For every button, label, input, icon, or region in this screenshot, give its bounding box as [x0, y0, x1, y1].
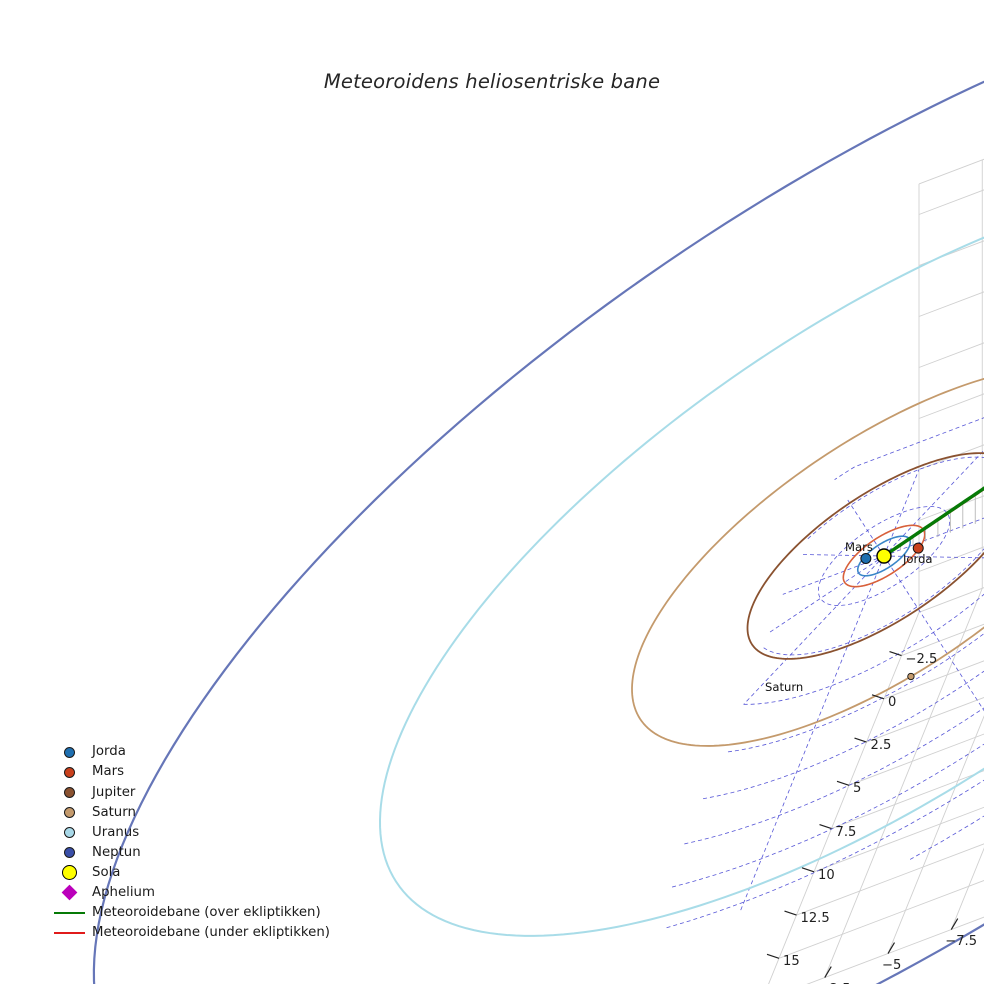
legend-item[interactable]: Sola — [46, 863, 330, 883]
legend-marker-key — [46, 826, 92, 838]
legend-item[interactable]: Jupiter — [46, 782, 330, 802]
y-tick-label: 10 — [818, 867, 835, 883]
legend-item[interactable]: Meteoroidebane (over ekliptikken) — [46, 903, 330, 923]
legend-dot-icon — [63, 826, 75, 838]
legend-dot-icon — [63, 746, 75, 758]
legend-item[interactable]: Jorda — [46, 742, 330, 762]
legend-dot-icon — [63, 786, 75, 798]
legend-line-swatch — [53, 911, 85, 914]
saturn-label: Saturn — [765, 680, 804, 694]
axis-gridlines — [768, 158, 984, 984]
ecliptic-polar-grid — [666, 417, 984, 929]
legend-item-label: Mars — [92, 764, 125, 780]
x-tick-label: −2.5 — [819, 982, 851, 984]
legend-item[interactable]: Aphelium — [46, 883, 330, 903]
y-tick-label: 12.5 — [800, 911, 830, 927]
legend-marker-key — [46, 865, 92, 881]
legend-line-key — [46, 931, 92, 934]
legend-dot-icon — [63, 766, 75, 778]
legend: Jorda Mars Jupiter Saturn Uranus Neptun Sola Ap… — [46, 742, 330, 943]
legend-item-label: Aphelium — [92, 885, 155, 901]
legend-item-label: Jupiter — [92, 784, 136, 800]
y-tick-label: −2.5 — [905, 651, 938, 667]
y-tick-label: 5 — [853, 781, 862, 797]
legend-item[interactable]: Mars — [46, 762, 330, 782]
x-tick-label: −5 — [882, 957, 902, 973]
legend-item-label: Meteoroidebane (over ekliptikken) — [92, 905, 321, 921]
legend-marker-key — [46, 847, 92, 859]
meteoroid-orbit — [882, 486, 984, 558]
y-tick-label: 15 — [783, 954, 800, 970]
body-markers — [860, 542, 924, 681]
legend-item[interactable]: Neptun — [46, 842, 330, 862]
legend-item-label: Saturn — [92, 804, 136, 820]
y-tick-label: 2.5 — [870, 738, 892, 754]
legend-item-label: Neptun — [92, 844, 141, 860]
legend-marker-key — [46, 786, 92, 798]
x-tick-label: −7.5 — [945, 933, 978, 949]
legend-marker-key — [46, 806, 92, 818]
legend-item[interactable]: Meteoroidebane (under ekliptikken) — [46, 923, 330, 943]
legend-line-swatch — [53, 931, 85, 934]
planet-orbits — [92, 80, 984, 984]
aphelion-diamond-icon — [61, 884, 77, 901]
legend-line-key — [46, 911, 92, 914]
jorda-label: Jorda — [903, 552, 933, 566]
legend-dot-icon — [63, 806, 75, 818]
legend-dot-icon — [63, 847, 75, 859]
legend-item-label: Uranus — [92, 824, 140, 840]
legend-item-label: Sola — [92, 864, 121, 880]
mars-label: Mars — [845, 540, 873, 554]
legend-item-label: Jorda — [92, 744, 126, 760]
axis-ticks — [766, 650, 959, 978]
page-title: Meteoroidens heliosentriske bane — [323, 70, 661, 93]
legend-item-label: Meteoroidebane (under ekliptikken) — [92, 925, 330, 941]
y-tick-label: 7.5 — [835, 824, 857, 840]
legend-item[interactable]: Uranus — [46, 822, 330, 842]
y-tick-label: 0 — [888, 694, 897, 710]
legend-marker-key — [46, 766, 92, 778]
legend-marker-key — [46, 746, 92, 758]
legend-dot-icon — [61, 865, 77, 881]
legend-marker-key — [46, 884, 92, 901]
legend-item[interactable]: Saturn — [46, 802, 330, 822]
